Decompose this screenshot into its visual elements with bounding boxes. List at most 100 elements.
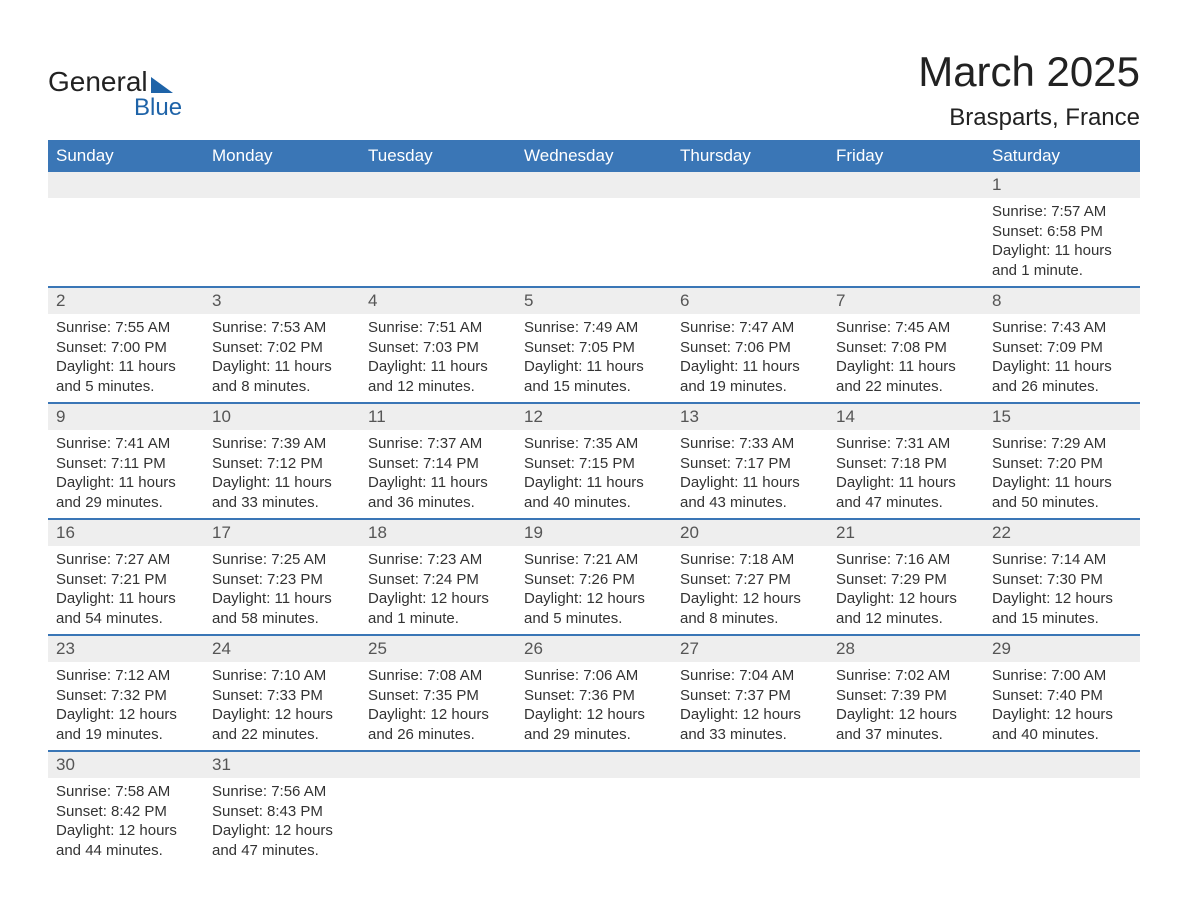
sunrise-text: Sunrise: 7:58 AM (56, 782, 196, 802)
day-number: 6 (672, 288, 828, 314)
calendar-cell (360, 751, 516, 866)
calendar-cell: 15Sunrise: 7:29 AMSunset: 7:20 PMDayligh… (984, 403, 1140, 519)
logo-text-blue: Blue (134, 94, 182, 122)
day-body: Sunrise: 7:21 AMSunset: 7:26 PMDaylight:… (516, 546, 672, 634)
daylight-text: Daylight: 12 hours and 37 minutes. (836, 705, 976, 744)
day-body: Sunrise: 7:39 AMSunset: 7:12 PMDaylight:… (204, 430, 360, 518)
day-number: 18 (360, 520, 516, 546)
sunset-text: Sunset: 7:32 PM (56, 686, 196, 706)
sunrise-text: Sunrise: 7:08 AM (368, 666, 508, 686)
calendar-cell: 3Sunrise: 7:53 AMSunset: 7:02 PMDaylight… (204, 287, 360, 403)
daylight-text: Daylight: 12 hours and 5 minutes. (524, 589, 664, 628)
day-body (516, 778, 672, 856)
sunrise-text: Sunrise: 7:14 AM (992, 550, 1132, 570)
day-body: Sunrise: 7:45 AMSunset: 7:08 PMDaylight:… (828, 314, 984, 402)
day-body: Sunrise: 7:27 AMSunset: 7:21 PMDaylight:… (48, 546, 204, 634)
day-header: Wednesday (516, 140, 672, 172)
sunrise-text: Sunrise: 7:41 AM (56, 434, 196, 454)
sunset-text: Sunset: 7:17 PM (680, 454, 820, 474)
day-number (828, 752, 984, 778)
calendar-cell (984, 751, 1140, 866)
calendar-cell: 2Sunrise: 7:55 AMSunset: 7:00 PMDaylight… (48, 287, 204, 403)
day-body (984, 778, 1140, 856)
day-body: Sunrise: 7:25 AMSunset: 7:23 PMDaylight:… (204, 546, 360, 634)
calendar-cell: 14Sunrise: 7:31 AMSunset: 7:18 PMDayligh… (828, 403, 984, 519)
day-body: Sunrise: 7:47 AMSunset: 7:06 PMDaylight:… (672, 314, 828, 402)
daylight-text: Daylight: 11 hours and 5 minutes. (56, 357, 196, 396)
day-body: Sunrise: 7:18 AMSunset: 7:27 PMDaylight:… (672, 546, 828, 634)
sunrise-text: Sunrise: 7:33 AM (680, 434, 820, 454)
calendar-cell (204, 172, 360, 287)
day-number: 24 (204, 636, 360, 662)
calendar-cell: 30Sunrise: 7:58 AMSunset: 8:42 PMDayligh… (48, 751, 204, 866)
day-number: 13 (672, 404, 828, 430)
sunset-text: Sunset: 7:36 PM (524, 686, 664, 706)
day-header: Monday (204, 140, 360, 172)
day-number: 1 (984, 172, 1140, 198)
calendar-cell: 1Sunrise: 7:57 AMSunset: 6:58 PMDaylight… (984, 172, 1140, 287)
daylight-text: Daylight: 11 hours and 58 minutes. (212, 589, 352, 628)
daylight-text: Daylight: 11 hours and 8 minutes. (212, 357, 352, 396)
day-number (360, 172, 516, 198)
sunset-text: Sunset: 7:27 PM (680, 570, 820, 590)
calendar-cell: 9Sunrise: 7:41 AMSunset: 7:11 PMDaylight… (48, 403, 204, 519)
calendar-cell: 20Sunrise: 7:18 AMSunset: 7:27 PMDayligh… (672, 519, 828, 635)
sunrise-text: Sunrise: 7:27 AM (56, 550, 196, 570)
day-number: 3 (204, 288, 360, 314)
day-body: Sunrise: 7:43 AMSunset: 7:09 PMDaylight:… (984, 314, 1140, 402)
day-number: 20 (672, 520, 828, 546)
day-number (672, 172, 828, 198)
day-body: Sunrise: 7:02 AMSunset: 7:39 PMDaylight:… (828, 662, 984, 750)
day-number: 2 (48, 288, 204, 314)
calendar-cell: 8Sunrise: 7:43 AMSunset: 7:09 PMDaylight… (984, 287, 1140, 403)
day-number: 12 (516, 404, 672, 430)
logo-text-general: General (48, 66, 148, 98)
day-number: 15 (984, 404, 1140, 430)
sunset-text: Sunset: 7:21 PM (56, 570, 196, 590)
sunrise-text: Sunrise: 7:37 AM (368, 434, 508, 454)
page-subtitle: Brasparts, France (918, 104, 1140, 132)
sunrise-text: Sunrise: 7:43 AM (992, 318, 1132, 338)
daylight-text: Daylight: 11 hours and 36 minutes. (368, 473, 508, 512)
sunset-text: Sunset: 7:15 PM (524, 454, 664, 474)
sunset-text: Sunset: 7:12 PM (212, 454, 352, 474)
calendar-cell: 19Sunrise: 7:21 AMSunset: 7:26 PMDayligh… (516, 519, 672, 635)
day-body: Sunrise: 7:31 AMSunset: 7:18 PMDaylight:… (828, 430, 984, 518)
sunset-text: Sunset: 8:42 PM (56, 802, 196, 822)
calendar-cell: 26Sunrise: 7:06 AMSunset: 7:36 PMDayligh… (516, 635, 672, 751)
title-block: March 2025 Brasparts, France (918, 48, 1140, 132)
day-body: Sunrise: 7:12 AMSunset: 7:32 PMDaylight:… (48, 662, 204, 750)
sunrise-text: Sunrise: 7:47 AM (680, 318, 820, 338)
calendar-cell: 6Sunrise: 7:47 AMSunset: 7:06 PMDaylight… (672, 287, 828, 403)
sunrise-text: Sunrise: 7:25 AM (212, 550, 352, 570)
day-number: 29 (984, 636, 1140, 662)
daylight-text: Daylight: 11 hours and 19 minutes. (680, 357, 820, 396)
day-number: 21 (828, 520, 984, 546)
sunrise-text: Sunrise: 7:56 AM (212, 782, 352, 802)
sunrise-text: Sunrise: 7:51 AM (368, 318, 508, 338)
day-number: 9 (48, 404, 204, 430)
calendar-week: 9Sunrise: 7:41 AMSunset: 7:11 PMDaylight… (48, 403, 1140, 519)
daylight-text: Daylight: 12 hours and 15 minutes. (992, 589, 1132, 628)
sunrise-text: Sunrise: 7:12 AM (56, 666, 196, 686)
day-body: Sunrise: 7:41 AMSunset: 7:11 PMDaylight:… (48, 430, 204, 518)
day-number (984, 752, 1140, 778)
day-body: Sunrise: 7:56 AMSunset: 8:43 PMDaylight:… (204, 778, 360, 866)
day-number: 4 (360, 288, 516, 314)
sunset-text: Sunset: 7:26 PM (524, 570, 664, 590)
day-number: 7 (828, 288, 984, 314)
day-number: 16 (48, 520, 204, 546)
day-header: Friday (828, 140, 984, 172)
sunrise-text: Sunrise: 7:00 AM (992, 666, 1132, 686)
day-body: Sunrise: 7:51 AMSunset: 7:03 PMDaylight:… (360, 314, 516, 402)
daylight-text: Daylight: 11 hours and 50 minutes. (992, 473, 1132, 512)
logo: General Blue (48, 66, 182, 122)
calendar-cell: 5Sunrise: 7:49 AMSunset: 7:05 PMDaylight… (516, 287, 672, 403)
day-number: 22 (984, 520, 1140, 546)
calendar-cell (828, 172, 984, 287)
day-number (672, 752, 828, 778)
calendar-cell: 31Sunrise: 7:56 AMSunset: 8:43 PMDayligh… (204, 751, 360, 866)
calendar-cell: 22Sunrise: 7:14 AMSunset: 7:30 PMDayligh… (984, 519, 1140, 635)
daylight-text: Daylight: 12 hours and 8 minutes. (680, 589, 820, 628)
daylight-text: Daylight: 11 hours and 22 minutes. (836, 357, 976, 396)
